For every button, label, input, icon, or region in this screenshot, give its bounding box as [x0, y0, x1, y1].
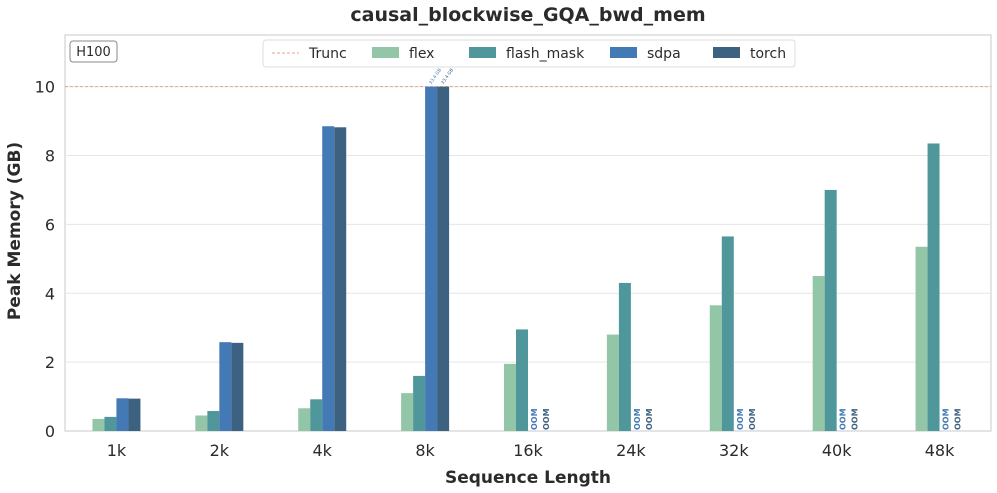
legend-swatch-flex [372, 47, 399, 58]
bar-sdpa-1k [116, 398, 129, 431]
bar-flex-4k [298, 408, 311, 431]
bar-flex-32k [709, 305, 722, 431]
bar-flash_mask-40k [824, 189, 837, 431]
x-axis-label: Sequence Length [445, 468, 611, 488]
oom-label: OOM [645, 408, 654, 430]
bar-torch-1k [128, 398, 141, 431]
bar-flex-40k [812, 276, 825, 431]
bar-flex-16k [504, 363, 516, 431]
y-tick-label: 4 [45, 284, 55, 303]
x-tick-label: 1k [107, 441, 127, 460]
legend-label-Trunc: Trunc [308, 46, 347, 62]
chart-title: causal_blockwise_GQA_bwd_mem [350, 4, 705, 26]
oom-label: OOM [954, 408, 963, 430]
x-tick-label: 16k [513, 441, 543, 460]
bar-torch-4k [334, 127, 347, 431]
legend-swatch-torch [713, 47, 740, 58]
y-tick-labels: 0 2 4 6 8 10 [35, 78, 55, 441]
legend-frame [262, 39, 796, 68]
legend-label-flex: flex [409, 46, 434, 62]
legend-label-flash_mask: flash_mask [506, 46, 585, 62]
bar-flex-24k [606, 334, 619, 431]
bar-flex-1k [92, 418, 105, 431]
bar-flex-2k [195, 415, 208, 431]
x-tick-label: 24k [616, 441, 646, 460]
bar-flex-8k [401, 393, 414, 431]
bar-flash_mask-16k [516, 329, 528, 431]
legend: Trunc flex flash_mask sdpa torch [262, 39, 796, 68]
bar-flash_mask-4k [310, 399, 323, 431]
oom-label: OOM [851, 408, 860, 430]
x-tick-label: 40k [822, 441, 852, 460]
oom-label: OOM [530, 408, 539, 430]
x-tick-label: 48k [925, 441, 955, 460]
x-tick-labels: 1k 2k 4k 8k 16k 24k 32k 40k 48k [107, 441, 955, 460]
oom-label: OOM [736, 408, 745, 430]
bar-torch-2k [231, 342, 244, 431]
bar-flex-48k [915, 246, 928, 431]
oom-label: OOM [633, 408, 642, 430]
badge-frame [69, 40, 118, 63]
y-tick-label: 0 [45, 422, 55, 441]
y-tick-label: 6 [45, 215, 55, 234]
legend-label-torch: torch [750, 46, 786, 62]
bar-torch-8k [437, 86, 450, 432]
oom-label: OOM [942, 408, 951, 430]
x-tick-label: 4k [312, 441, 332, 460]
y-axis-label: Peak Memory (GB) [5, 142, 25, 320]
bar-sdpa-4k [322, 126, 335, 432]
gpu-badge: H100 [69, 40, 118, 63]
bar-flash_mask-24k [618, 282, 631, 431]
bar-sdpa-2k [219, 342, 232, 431]
y-tick-label: 2 [45, 353, 55, 372]
y-tick-label: 10 [35, 78, 55, 97]
legend-swatch-flash_mask [469, 47, 496, 58]
bar-flash_mask-32k [721, 236, 734, 431]
bar-flash_mask-48k [927, 143, 940, 432]
bar-flash_mask-8k [413, 375, 426, 431]
oom-labels: OOM OOM OOM OOM OOM OOM OOM OOM OOM OOM [530, 408, 963, 430]
bar-flash_mask-2k [207, 411, 220, 431]
y-tick-label: 8 [45, 147, 55, 166]
bars [92, 86, 940, 432]
x-tick-label: 32k [719, 441, 749, 460]
oom-label: OOM [839, 408, 848, 430]
oom-label: OOM [748, 408, 757, 430]
legend-label-sdpa: sdpa [647, 46, 681, 62]
oom-label: OOM [542, 408, 551, 430]
bar-flash_mask-1k [104, 416, 117, 431]
badge-label: H100 [76, 45, 111, 60]
x-tick-label: 8k [415, 441, 435, 460]
x-tick-label: 2k [210, 441, 230, 460]
bar-sdpa-8k [425, 86, 438, 432]
legend-swatch-sdpa [610, 47, 637, 58]
